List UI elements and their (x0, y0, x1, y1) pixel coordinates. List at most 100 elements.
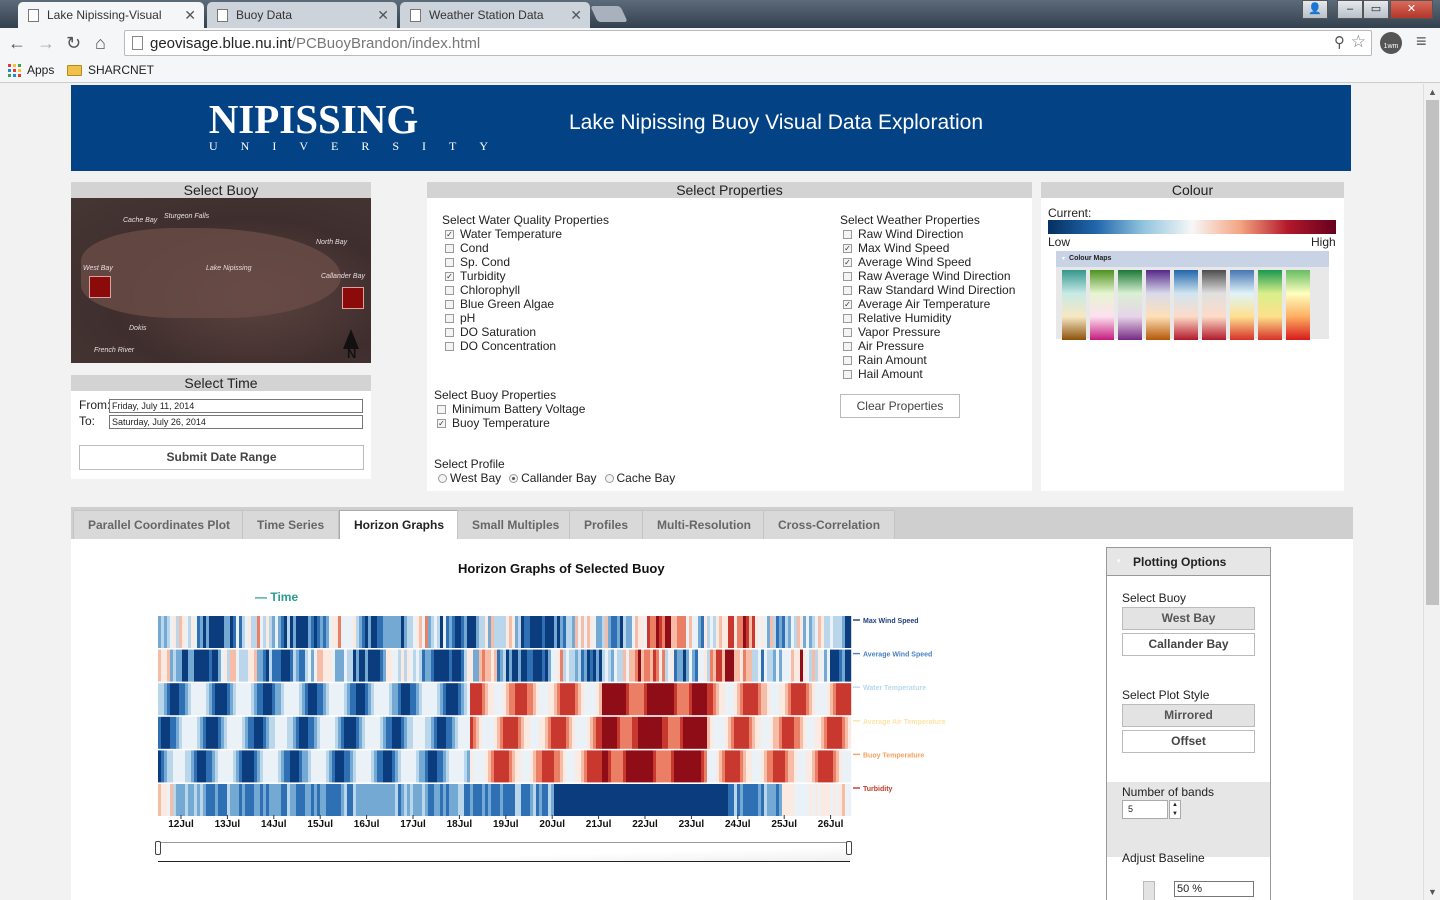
forward-icon[interactable]: → (37, 33, 55, 53)
water-quality-option[interactable]: DO Saturation (445, 325, 609, 339)
user-icon[interactable]: 👤 (1302, 0, 1328, 19)
tab-time-series[interactable]: Time Series (242, 510, 340, 539)
star-icon[interactable]: ☆ (1350, 32, 1366, 51)
checkbox[interactable] (843, 341, 852, 351)
checkbox[interactable] (843, 355, 852, 365)
buoy-property-option[interactable]: ✓ Buoy Temperature (437, 416, 585, 430)
checkbox[interactable] (843, 285, 852, 295)
colour-map-swatch[interactable] (1230, 270, 1254, 340)
buoy-marker-west-bay[interactable] (89, 276, 111, 298)
menu-icon[interactable]: ≡ (1416, 31, 1427, 51)
bookmark-apps[interactable]: Apps (8, 63, 54, 77)
weather-option[interactable]: Relative Humidity (843, 311, 1015, 325)
weather-option[interactable]: Raw Average Wind Direction (843, 269, 1015, 283)
colour-map-swatch[interactable] (1146, 270, 1170, 340)
checkbox[interactable] (843, 271, 852, 281)
increment-icon[interactable]: ▲ (1172, 802, 1178, 808)
weather-option[interactable]: ✓ Average Wind Speed (843, 255, 1015, 269)
radio-button[interactable] (438, 474, 447, 483)
checkbox[interactable]: ✓ (843, 299, 852, 309)
weather-option[interactable]: Raw Standard Wind Direction (843, 283, 1015, 297)
checkbox[interactable] (843, 313, 852, 323)
reload-icon[interactable]: ↻ (66, 33, 82, 53)
close-window-button[interactable]: ✕ (1390, 0, 1433, 19)
water-quality-option[interactable]: DO Concentration (445, 339, 609, 353)
water-quality-option[interactable]: Sp. Cond (445, 255, 609, 269)
browser-tab[interactable]: Buoy Data ✕ (207, 2, 397, 28)
scroll-up-icon[interactable]: ▲ (1428, 87, 1437, 97)
baseline-slider[interactable] (1143, 881, 1155, 900)
scroll-down-icon[interactable]: ▼ (1428, 887, 1437, 897)
option-west-bay[interactable]: West Bay (1122, 607, 1255, 630)
tab-small-multiples[interactable]: Small Multiples (457, 510, 575, 539)
tab-profiles[interactable]: Profiles (569, 510, 644, 539)
checkbox[interactable] (445, 285, 454, 295)
close-tab-icon[interactable]: ✕ (184, 7, 196, 23)
scrollbar-thumb[interactable] (1426, 100, 1439, 605)
option-callander-bay[interactable]: Callander Bay (1122, 633, 1255, 656)
close-tab-icon[interactable]: ✕ (570, 7, 582, 23)
buoy-marker-callander-bay[interactable] (342, 287, 364, 309)
radio-button[interactable] (604, 474, 614, 483)
checkbox[interactable] (445, 243, 454, 253)
option-offset[interactable]: Offset (1122, 730, 1255, 753)
baseline-input[interactable]: 50 % (1174, 881, 1254, 897)
checkbox[interactable] (445, 341, 454, 351)
time-brush[interactable] (158, 842, 850, 862)
water-quality-option[interactable]: Blue Green Algae (445, 297, 609, 311)
checkbox[interactable] (445, 313, 454, 323)
to-date-input[interactable]: Saturday, July 26, 2014 (109, 415, 363, 429)
brush-handle-right[interactable] (846, 841, 852, 855)
weather-option[interactable]: Vapor Pressure (843, 325, 1015, 339)
extension-icon[interactable]: 1wm (1380, 32, 1402, 54)
colour-map-swatch[interactable] (1202, 270, 1226, 340)
browser-tab[interactable]: Weather Station Data ✕ (400, 2, 590, 28)
colour-map-swatch[interactable] (1286, 270, 1310, 340)
page-scrollbar[interactable]: ▲ ▼ (1423, 84, 1440, 900)
bands-input[interactable]: 5 (1122, 800, 1168, 819)
back-icon[interactable]: ← (8, 33, 26, 53)
close-tab-icon[interactable]: ✕ (377, 7, 389, 23)
checkbox[interactable] (437, 404, 446, 414)
water-quality-option[interactable]: Chlorophyll (445, 283, 609, 297)
tab-horizon-graphs[interactable]: Horizon Graphs (339, 510, 460, 540)
water-quality-option[interactable]: Cond (445, 241, 609, 255)
tab-cross-correlation[interactable]: Cross-Correlation (763, 510, 896, 539)
checkbox[interactable]: ✓ (437, 418, 446, 428)
address-bar[interactable]: geovisage.blue.nu.int/PCBuoyBrandon/inde… (124, 30, 1372, 56)
colour-maps-header[interactable]: ▾ Colour Maps (1056, 251, 1329, 267)
checkbox[interactable] (445, 327, 454, 337)
buoy-property-option[interactable]: Minimum Battery Voltage (437, 402, 585, 416)
browser-tab-active[interactable]: Lake Nipissing-Visual ✕ (18, 2, 204, 28)
radio-button[interactable] (509, 474, 519, 483)
weather-option[interactable]: Hail Amount (843, 367, 1015, 381)
colour-map-swatch[interactable] (1118, 270, 1142, 340)
checkbox[interactable]: ✓ (843, 257, 852, 267)
profile-radio[interactable]: West Bay (438, 471, 501, 485)
weather-option[interactable]: Air Pressure (843, 339, 1015, 353)
weather-option[interactable]: Raw Wind Direction (843, 227, 1015, 241)
profile-radio[interactable]: Cache Bay (604, 471, 675, 485)
checkbox[interactable]: ✓ (843, 243, 852, 253)
weather-option[interactable]: Rain Amount (843, 353, 1015, 367)
from-date-input[interactable]: Friday, July 11, 2014 (109, 399, 363, 413)
colour-map-swatch[interactable] (1258, 270, 1282, 340)
weather-option[interactable]: ✓ Average Air Temperature (843, 297, 1015, 311)
maximize-button[interactable]: ▭ (1363, 0, 1389, 19)
plotting-options-header[interactable]: ▾ Plotting Options (1107, 548, 1270, 576)
colour-map-swatch[interactable] (1090, 270, 1114, 340)
brush-handle-left[interactable] (155, 841, 161, 855)
checkbox[interactable]: ✓ (445, 229, 454, 239)
colour-map-swatch[interactable] (1062, 270, 1086, 340)
minimize-button[interactable]: – (1337, 0, 1363, 19)
checkbox[interactable]: ✓ (445, 271, 454, 281)
bookmark-sharcnet[interactable]: SHARCNET (67, 63, 154, 77)
checkbox[interactable] (445, 257, 454, 267)
bands-stepper[interactable]: ▲ ▼ (1169, 800, 1181, 819)
submit-date-range-button[interactable]: Submit Date Range (79, 445, 364, 470)
checkbox[interactable] (843, 327, 852, 337)
water-quality-option[interactable]: ✓ Water Temperature (445, 227, 609, 241)
profile-radio[interactable]: Callander Bay (509, 471, 597, 485)
tab-parallel-coordinates[interactable]: Parallel Coordinates Plot (73, 510, 246, 539)
